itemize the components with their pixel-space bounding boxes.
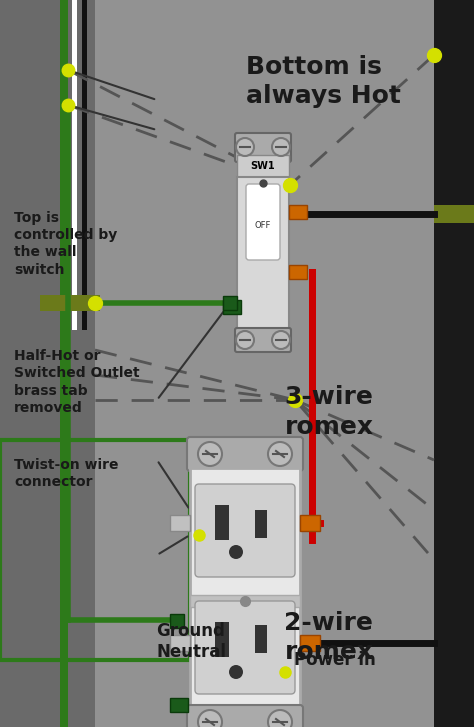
Circle shape bbox=[268, 442, 292, 466]
Bar bbox=[237, 177, 289, 330]
Bar bbox=[289, 205, 307, 219]
Bar bbox=[237, 155, 289, 177]
Bar bbox=[434, 0, 474, 727]
Bar bbox=[170, 635, 190, 651]
Bar bbox=[255, 625, 267, 653]
FancyBboxPatch shape bbox=[195, 601, 295, 694]
Text: 3-wire
romex: 3-wire romex bbox=[284, 385, 374, 439]
Bar bbox=[40, 295, 100, 311]
Bar bbox=[95, 0, 434, 727]
Circle shape bbox=[229, 665, 243, 679]
Text: Ground: Ground bbox=[156, 622, 225, 640]
Bar bbox=[0, 440, 190, 660]
Text: OFF: OFF bbox=[255, 220, 271, 230]
FancyBboxPatch shape bbox=[195, 484, 295, 577]
FancyBboxPatch shape bbox=[235, 328, 291, 352]
Bar bbox=[170, 515, 190, 531]
Bar bbox=[170, 614, 184, 628]
Text: Half-Hot or
Switched Outlet
brass tab
removed: Half-Hot or Switched Outlet brass tab re… bbox=[14, 349, 140, 415]
Circle shape bbox=[272, 138, 290, 156]
Text: Neutral: Neutral bbox=[156, 643, 227, 662]
FancyBboxPatch shape bbox=[187, 705, 303, 727]
Bar bbox=[255, 510, 267, 538]
Bar bbox=[215, 622, 229, 657]
Bar bbox=[434, 205, 474, 223]
Bar bbox=[215, 505, 229, 540]
Bar bbox=[72, 0, 77, 330]
Bar bbox=[223, 300, 241, 314]
Bar bbox=[190, 595, 300, 607]
Bar bbox=[0, 0, 95, 727]
FancyBboxPatch shape bbox=[235, 133, 291, 162]
FancyBboxPatch shape bbox=[187, 437, 303, 471]
Text: Twist-on wire
connector: Twist-on wire connector bbox=[14, 458, 118, 489]
Bar bbox=[170, 698, 188, 712]
Circle shape bbox=[229, 545, 243, 559]
Text: Top is
controlled by
the wall
switch: Top is controlled by the wall switch bbox=[14, 211, 118, 277]
Bar bbox=[60, 0, 68, 727]
Circle shape bbox=[236, 138, 254, 156]
Bar bbox=[190, 468, 300, 708]
Text: Bottom is
always Hot: Bottom is always Hot bbox=[246, 55, 401, 108]
Circle shape bbox=[272, 331, 290, 349]
Text: 2-wire
romex: 2-wire romex bbox=[284, 611, 374, 664]
Circle shape bbox=[198, 442, 222, 466]
Text: SW1: SW1 bbox=[251, 161, 275, 171]
Circle shape bbox=[236, 331, 254, 349]
Bar bbox=[82, 0, 87, 330]
Circle shape bbox=[268, 710, 292, 727]
Text: Power in: Power in bbox=[294, 651, 375, 669]
Bar bbox=[300, 515, 320, 531]
Circle shape bbox=[198, 710, 222, 727]
FancyBboxPatch shape bbox=[246, 184, 280, 260]
Bar bbox=[223, 296, 237, 310]
Bar bbox=[300, 635, 320, 651]
Bar bbox=[289, 265, 307, 279]
